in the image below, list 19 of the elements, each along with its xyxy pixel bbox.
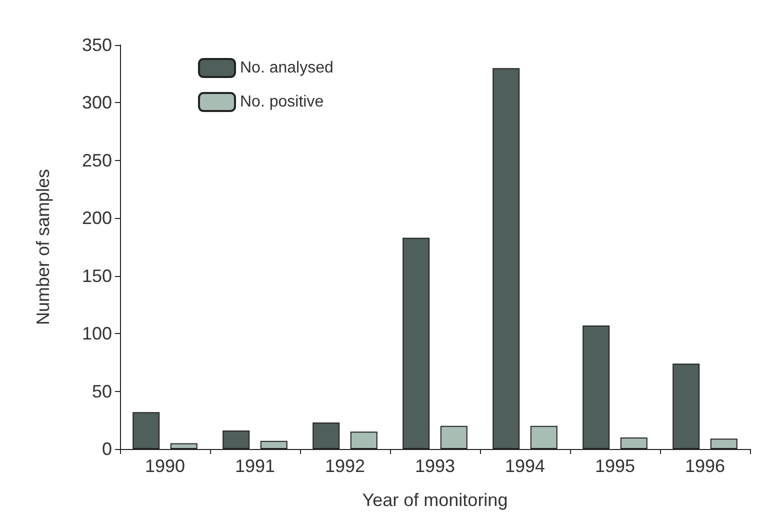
legend-label: No. positive xyxy=(240,94,324,110)
y-axis-title: Number of samples xyxy=(33,168,53,326)
x-tick-label: 1994 xyxy=(504,456,546,476)
y-tick-label: 300 xyxy=(82,92,112,113)
y-tick-label: 150 xyxy=(82,266,112,286)
x-tick-label: 1995 xyxy=(594,456,636,476)
x-tick-label: 1992 xyxy=(324,456,366,476)
y-tick-label: 350 xyxy=(82,35,112,55)
x-axis-title: Year of monitoring xyxy=(362,490,508,510)
y-tick-label: 250 xyxy=(82,150,112,170)
legend-label: No. analysed xyxy=(240,60,334,76)
y-tick-label: 0 xyxy=(102,439,112,459)
x-tick-label: 1991 xyxy=(234,456,276,476)
x-tick-label: 1990 xyxy=(144,456,186,476)
x-tick-label: 1993 xyxy=(414,456,456,476)
y-tick-label: 50 xyxy=(92,381,112,402)
x-tick-label: 1996 xyxy=(684,456,726,476)
y-tick-label: 100 xyxy=(82,324,112,344)
y-tick-label: 200 xyxy=(82,208,112,228)
